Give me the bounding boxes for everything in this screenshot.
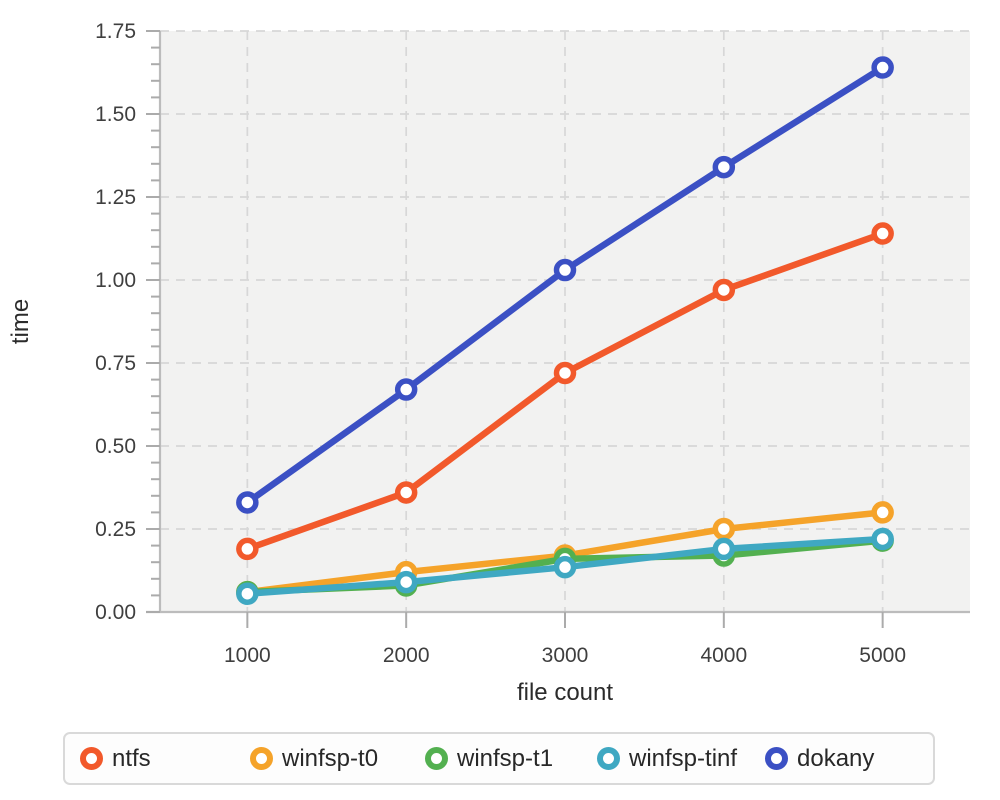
chart-legend: ntfs winfsp-t0 winfsp-t1 winfsp-tinf dok… xyxy=(63,732,935,785)
data-point-winfsp-t0-4000 xyxy=(712,517,736,541)
ntfs-legend-marker-icon xyxy=(80,747,103,770)
y-tick-label: 1.25 xyxy=(95,186,136,209)
data-point-winfsp-tinf-3000 xyxy=(553,555,577,579)
data-point-ntfs-5000 xyxy=(871,222,894,245)
legend-item-winfsp-t1[interactable]: winfsp-t1 xyxy=(425,745,553,773)
x-axis-title: file count xyxy=(517,679,613,706)
x-tick-label: 3000 xyxy=(542,644,589,667)
data-point-dokany-1000 xyxy=(236,491,259,514)
legend-label: ntfs xyxy=(112,744,151,772)
data-point-winfsp-tinf-2000 xyxy=(394,570,418,594)
y-tick-label: 0.00 xyxy=(95,601,136,624)
data-point-winfsp-t0-5000 xyxy=(871,501,894,524)
legend-label: winfsp-t0 xyxy=(282,744,379,772)
data-point-dokany-4000 xyxy=(712,155,736,179)
data-point-dokany-3000 xyxy=(553,258,577,282)
data-point-dokany-2000 xyxy=(394,378,418,401)
legend-item-winfsp-tinf[interactable]: winfsp-tinf xyxy=(597,745,737,773)
legend-item-ntfs[interactable]: ntfs xyxy=(80,745,151,773)
data-point-ntfs-4000 xyxy=(712,278,736,302)
y-tick-label: 0.25 xyxy=(95,518,136,541)
data-point-winfsp-tinf-5000 xyxy=(871,527,894,551)
y-tick-label: 0.50 xyxy=(95,435,136,458)
legend-item-dokany[interactable]: dokany xyxy=(765,745,874,773)
data-point-winfsp-tinf-4000 xyxy=(712,537,736,561)
legend-label: winfsp-tinf xyxy=(629,744,738,772)
x-tick-label: 4000 xyxy=(700,644,747,667)
winfsp-t1-legend-marker-icon xyxy=(425,747,448,770)
y-tick-label: 1.75 xyxy=(95,20,136,43)
data-point-ntfs-2000 xyxy=(394,481,418,504)
data-point-dokany-5000 xyxy=(871,56,894,79)
legend-item-winfsp-t0[interactable]: winfsp-t0 xyxy=(250,745,378,773)
data-point-ntfs-1000 xyxy=(236,537,259,561)
x-tick-label: 2000 xyxy=(383,644,430,667)
x-tick-label: 1000 xyxy=(224,644,271,667)
y-tick-label: 0.75 xyxy=(95,352,136,375)
x-tick-label: 5000 xyxy=(859,644,906,667)
data-point-winfsp-tinf-1000 xyxy=(236,582,259,605)
winfsp-tinf-legend-marker-icon xyxy=(597,747,620,770)
dokany-legend-marker-icon xyxy=(765,747,788,770)
line-chart: 0.00 0.25 0.50 0.75 1.00 1.25 1.50 1.75 1000 2000… xyxy=(7,20,970,706)
y-axis-title: time xyxy=(7,299,34,344)
winfsp-t0-legend-marker-icon xyxy=(250,747,273,770)
y-tick-label: 1.50 xyxy=(95,103,136,126)
legend-label: winfsp-t1 xyxy=(457,744,554,772)
y-tick-label: 1.00 xyxy=(95,269,136,292)
legend-label: dokany xyxy=(797,744,875,772)
data-point-ntfs-3000 xyxy=(553,361,577,385)
